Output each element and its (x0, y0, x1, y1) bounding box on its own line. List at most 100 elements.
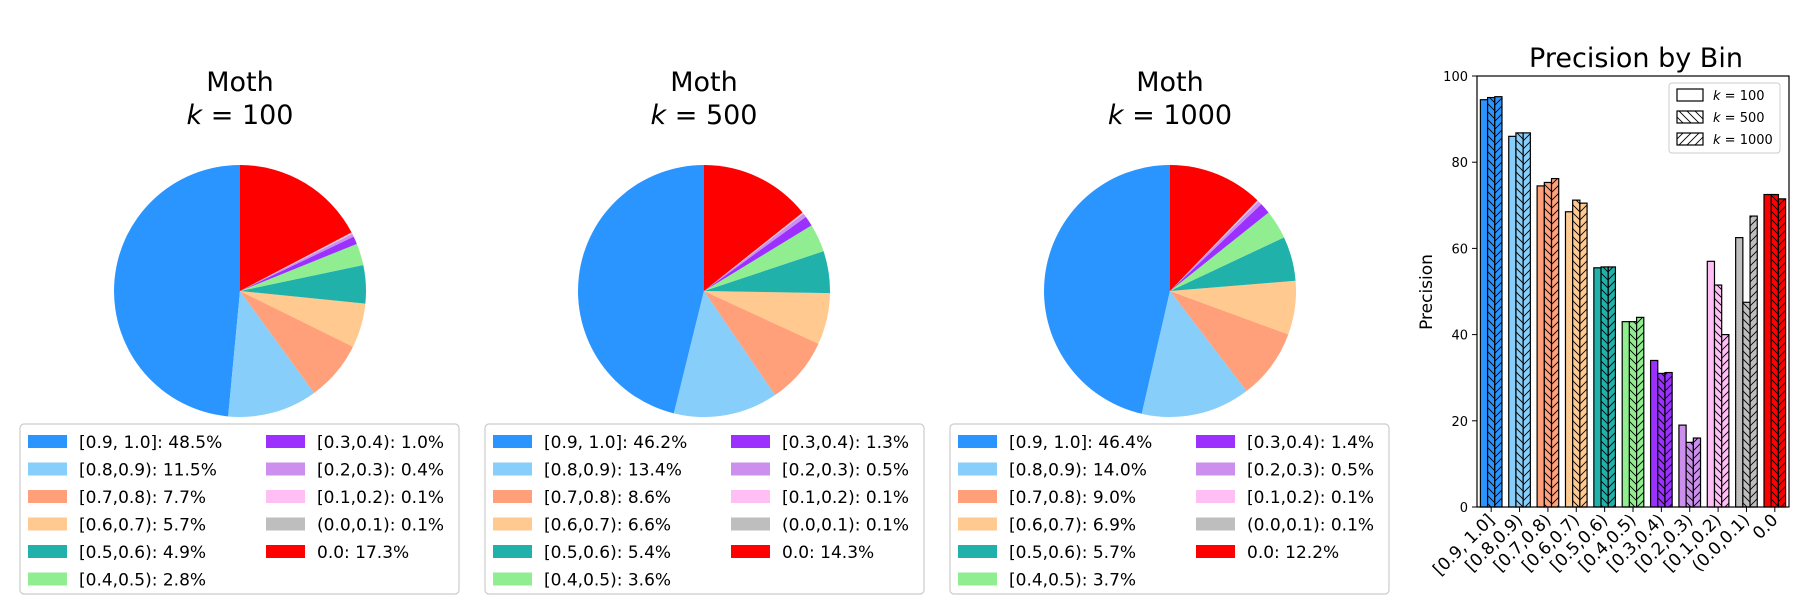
pie-slice (240, 291, 353, 393)
bar (1607, 266, 1617, 508)
legend-swatch (28, 490, 67, 503)
legend-swatch (266, 462, 305, 476)
bar-legend-swatch-backslash (1676, 110, 1704, 124)
legend-frame (19, 423, 460, 595)
y-tick-label: 100 (1443, 70, 1468, 85)
legend-swatch (266, 490, 305, 503)
bar-hatch (1778, 198, 1786, 507)
bar-fill (1764, 194, 1772, 507)
legend-swatch (493, 490, 532, 503)
legend-swatch (266, 517, 305, 531)
legend-label: [0.1,0.2): 0.1% (317, 488, 444, 508)
legend-swatch (731, 517, 770, 531)
pie-slice (704, 213, 804, 291)
legend-entry: [0.2,0.3): 0.4% (266, 461, 444, 481)
bar-hatch (1693, 438, 1701, 507)
legend-entry: [0.6,0.7): 6.6% (493, 516, 671, 536)
bar-hatch (1742, 302, 1751, 507)
bar (1479, 99, 1489, 508)
pie-slices (1043, 165, 1297, 417)
bar-legend-entry: k = 100 (1676, 88, 1765, 104)
bar-hatch (1750, 216, 1758, 507)
bar (1600, 266, 1609, 508)
bar-fill (1565, 211, 1573, 507)
pie-title: Moth (1136, 67, 1204, 98)
pie-subtitle: k = 1000 (1108, 100, 1232, 131)
pie-slice (704, 251, 830, 294)
legend-label: 0.0: 14.3% (782, 543, 874, 563)
pie-slice (704, 213, 806, 291)
pie-legend: [0.9, 1.0]: 46.2% [0.8,0.9): 13.4% [0.7,0.… (484, 423, 925, 595)
legend-swatch (266, 435, 305, 448)
legend-entry: [0.8,0.9): 13.4% (493, 461, 682, 481)
bar-hatch (1515, 132, 1524, 507)
bar-legend-label: k = 500 (1713, 111, 1765, 126)
legend-label: [0.7,0.8): 8.6% (544, 488, 671, 508)
bar-fill (1735, 237, 1743, 507)
legend-swatch (958, 490, 997, 503)
legend-swatch (28, 545, 67, 558)
legend-entry: [0.8,0.9): 11.5% (28, 461, 217, 481)
legend-label: [0.4,0.5): 2.8% (79, 571, 206, 591)
x-tick-label: 0.0 (1749, 510, 1782, 543)
legend-entry: [0.3,0.4): 1.3% (731, 433, 909, 453)
bar-fill (1622, 321, 1630, 507)
bar-hatch (1721, 334, 1729, 507)
bar (1721, 334, 1730, 508)
pie-legend: [0.9, 1.0]: 48.5% [0.8,0.9): 11.5% [0.7,0.… (19, 423, 460, 595)
pie-slice (704, 216, 812, 291)
legend-entry: [0.8,0.9): 14.0% (958, 461, 1147, 481)
pie-slice (1141, 291, 1247, 417)
bar-hatch (1608, 266, 1616, 507)
legend-entry: 0.0: 14.3% (731, 543, 874, 563)
legend-label: [0.2,0.3): 0.5% (782, 461, 909, 481)
legend-frame (484, 423, 925, 595)
pie-slice (1170, 237, 1296, 291)
legend-label: [0.9, 1.0]: 48.5% (79, 433, 222, 453)
pie-chart-k100: Moth k = 100 [0.9, 1.0]: 48.5% [0.8,0.9):… (19, 67, 460, 595)
legend-label: [0.7,0.8): 9.0% (1009, 488, 1136, 508)
legend-swatch (1196, 517, 1235, 531)
bar (1515, 132, 1524, 508)
pie-legend: [0.9, 1.0]: 46.4% [0.8,0.9): 14.0% [0.7,0.… (949, 423, 1390, 595)
legend-swatch (958, 517, 997, 531)
bar (1543, 181, 1553, 508)
legend-swatch (493, 545, 532, 558)
bar-chart-title: Precision by Bin (1529, 43, 1743, 74)
legend-entry: [0.7,0.8): 9.0% (958, 488, 1136, 508)
bar-fill (1508, 136, 1516, 507)
legend-label: [0.6,0.7): 5.7% (79, 516, 206, 536)
bar-legend-label: k = 1000 (1713, 133, 1773, 148)
legend-swatch (731, 545, 770, 558)
legend-entry: [0.1,0.2): 0.1% (731, 488, 909, 508)
pie-slice (240, 233, 354, 291)
bar-fill (1480, 99, 1488, 507)
bar (1735, 237, 1744, 508)
legend-entry: [0.3,0.4): 1.0% (266, 433, 444, 453)
bar-fill (1678, 425, 1687, 507)
legend-label: [0.6,0.7): 6.6% (544, 516, 671, 536)
bar (1763, 193, 1772, 508)
legend-entry: [0.3,0.4): 1.4% (1196, 433, 1374, 453)
pie-slices (114, 165, 366, 417)
legend-entry: [0.9, 1.0]: 46.4% (958, 433, 1152, 453)
legend-swatch (493, 517, 532, 531)
bar-hatch (1629, 321, 1637, 507)
legend-label: 0.0: 12.2% (1247, 543, 1339, 563)
bar (1678, 424, 1687, 508)
bar (1628, 321, 1638, 508)
legend-swatch (28, 435, 67, 448)
bar (1550, 177, 1560, 508)
bar-hatch (1686, 442, 1694, 507)
pie-slice (240, 291, 366, 347)
legend-label: [0.5,0.6): 5.7% (1009, 543, 1136, 563)
bar (1536, 185, 1545, 508)
legend-entry: [0.2,0.3): 0.5% (1196, 461, 1374, 481)
legend-entry: (0.0,0.1): 0.1% (1196, 516, 1374, 536)
bar-fill (1537, 185, 1545, 507)
bar-hatch (1601, 266, 1609, 507)
legend-swatch (731, 490, 770, 503)
bar (1742, 301, 1751, 508)
